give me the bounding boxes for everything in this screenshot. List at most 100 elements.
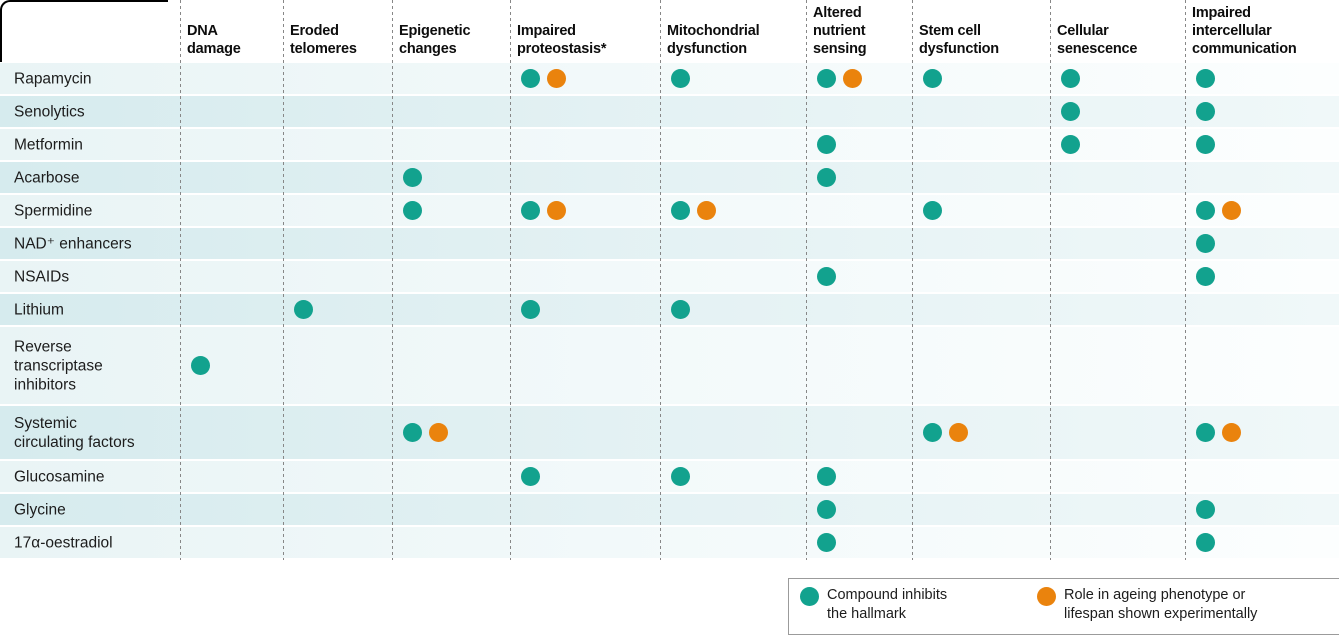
inhibits-dot [1196, 500, 1215, 519]
inhibits-dot [817, 533, 836, 552]
inhibits-dot [817, 500, 836, 519]
inhibits-dot [817, 168, 836, 187]
inhibits-dot [1196, 201, 1215, 220]
experimental-dot [1222, 423, 1241, 442]
column-header: Epigenetic changes [399, 0, 471, 58]
column-separator [806, 0, 807, 560]
table-row: Systemic circulating factors [0, 406, 1339, 461]
experimental-dot [547, 69, 566, 88]
inhibits-dot [521, 467, 540, 486]
row-label: Reverse transcriptase inhibitors [14, 338, 103, 393]
legend-label-inhibits: Compound inhibits the hallmark [827, 587, 948, 622]
column-header: Mitochondrial dysfunction [667, 0, 760, 58]
inhibits-dot [671, 69, 690, 88]
table-row: Spermidine [0, 195, 1339, 228]
inhibits-dot [521, 201, 540, 220]
column-header-label: DNA damage [187, 23, 241, 57]
inhibits-dot [1061, 69, 1080, 88]
experimental-dot [949, 423, 968, 442]
row-label: 17α-oestradiol [14, 534, 113, 551]
inhibits-dot [923, 201, 942, 220]
row-label: Glycine [14, 501, 66, 518]
column-header: Altered nutrient sensing [813, 0, 867, 58]
column-separator [180, 0, 181, 560]
inhibits-dot [1061, 135, 1080, 154]
table-row: NAD⁺ enhancers [0, 228, 1339, 261]
table-row: Acarbose [0, 162, 1339, 195]
column-separator [510, 0, 511, 560]
inhibits-dot [191, 356, 210, 375]
column-header: Stem cell dysfunction [919, 0, 999, 58]
table-row: Glycine [0, 494, 1339, 527]
legend: Compound inhibits the hallmark Role in a… [788, 578, 1339, 635]
column-header-label: Stem cell dysfunction [919, 23, 999, 57]
experimental-dot [697, 201, 716, 220]
inhibits-dot [1196, 135, 1215, 154]
inhibits-dot [671, 201, 690, 220]
legend-item-experimental: Role in ageing phenotype or lifespan sho… [1037, 586, 1257, 623]
column-header-label: Mitochondrial dysfunction [667, 23, 760, 57]
inhibits-dot [521, 69, 540, 88]
row-label: Spermidine [14, 202, 93, 219]
column-header-label: Cellular senescence [1057, 23, 1138, 57]
column-header-label: Impaired intercellular communication [1192, 5, 1297, 57]
inhibits-dot [923, 69, 942, 88]
column-header: Impaired intercellular communication [1192, 0, 1297, 58]
row-label: Systemic circulating factors [14, 414, 135, 451]
row-label: Lithium [14, 301, 64, 318]
inhibits-dot [1196, 234, 1215, 253]
row-label: Senolytics [14, 103, 85, 120]
row-label: Metformin [14, 136, 83, 153]
row-label: NSAIDs [14, 268, 70, 285]
inhibits-dot [817, 69, 836, 88]
inhibits-dot [403, 423, 422, 442]
teal-dot-icon [800, 587, 819, 606]
experimental-dot [843, 69, 862, 88]
inhibits-dot [817, 267, 836, 286]
column-separator [392, 0, 393, 560]
column-separator [660, 0, 661, 560]
inhibits-dot [1061, 102, 1080, 121]
inhibits-dot [1196, 423, 1215, 442]
column-header-label: Eroded telomeres [290, 23, 357, 57]
row-label: NAD⁺ enhancers [14, 235, 132, 252]
row-label: Acarbose [14, 169, 80, 186]
column-header-label: Altered nutrient sensing [813, 5, 867, 57]
column-separator [1050, 0, 1051, 560]
table-row: Metformin [0, 129, 1339, 162]
table-row: NSAIDs [0, 261, 1339, 294]
inhibits-dot [817, 135, 836, 154]
column-header: Impaired proteostasis* [517, 0, 606, 58]
table-row: Reverse transcriptase inhibitors [0, 327, 1339, 406]
inhibits-dot [1196, 267, 1215, 286]
inhibits-dot [294, 300, 313, 319]
inhibits-dot [671, 300, 690, 319]
inhibits-dot [1196, 102, 1215, 121]
column-header-label: Impaired proteostasis* [517, 23, 607, 57]
column-separator [1185, 0, 1186, 560]
column-header: Eroded telomeres [290, 0, 357, 58]
inhibits-dot [1196, 533, 1215, 552]
orange-dot-icon [1037, 587, 1056, 606]
experimental-dot [1222, 201, 1241, 220]
table-row: Lithium [0, 294, 1339, 327]
inhibits-dot [817, 467, 836, 486]
column-header: Cellular senescence [1057, 0, 1137, 58]
inhibits-dot [403, 168, 422, 187]
figure-frame-corner [0, 0, 168, 62]
column-separator [912, 0, 913, 560]
table-row: Rapamycin [0, 63, 1339, 96]
inhibits-dot [923, 423, 942, 442]
table-row: 17α-oestradiol [0, 527, 1339, 560]
column-separator [283, 0, 284, 560]
table-row: Senolytics [0, 96, 1339, 129]
inhibits-dot [671, 467, 690, 486]
experimental-dot [547, 201, 566, 220]
legend-item-inhibits: Compound inhibits the hallmark [800, 586, 947, 623]
column-header: DNA damage [187, 0, 241, 58]
